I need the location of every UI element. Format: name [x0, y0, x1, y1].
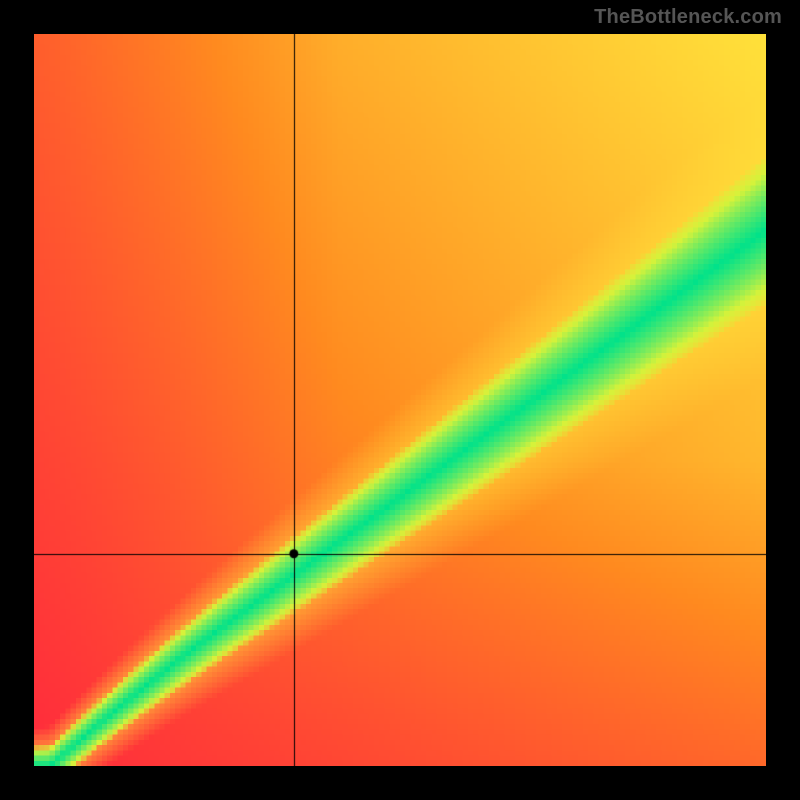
overlay-canvas: [34, 34, 766, 766]
watermark-text: TheBottleneck.com: [594, 6, 782, 29]
plot-area: [34, 34, 766, 766]
chart-container: TheBottleneck.com: [0, 0, 800, 800]
